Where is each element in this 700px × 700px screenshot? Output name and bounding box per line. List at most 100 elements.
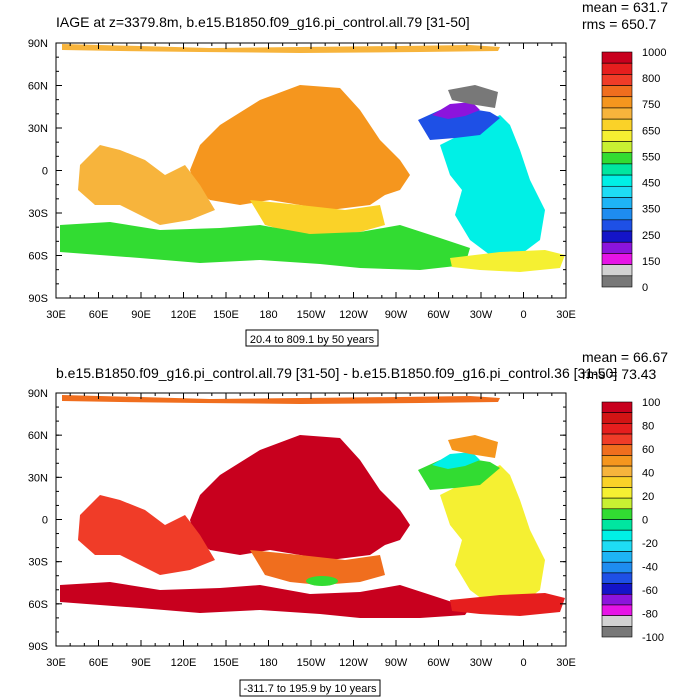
top-pacific — [190, 85, 410, 210]
colorbar-swatch — [601, 152, 633, 165]
top-map-mean: mean = 631.7 — [582, 0, 668, 15]
bottom-pacific-south — [250, 550, 385, 585]
colorbar-label: 250 — [642, 230, 660, 242]
colorbar-label: -60 — [642, 585, 658, 597]
lat-label: 60N — [28, 81, 48, 93]
bottom-map-lon-labels: 30E 60E 90E 120E 150E 180 150W 120W 90W 60W 30W 0 30… — [46, 657, 576, 669]
bottom-nordic — [432, 452, 480, 469]
colorbar-label: 80 — [642, 421, 654, 433]
lon-label: 30E — [46, 657, 66, 669]
colorbar-label: 550 — [642, 151, 660, 163]
top-nordic — [432, 102, 480, 119]
bottom-contour-info: -311.7 to 195.9 by 10 years — [243, 683, 377, 695]
lon-label: 90W — [385, 309, 408, 321]
top-southern-atl — [450, 250, 565, 272]
colorbar-swatch — [601, 561, 633, 574]
lat-label: 30S — [28, 208, 48, 220]
lat-label: 0 — [42, 166, 48, 178]
bottom-arctic-grey — [448, 435, 498, 458]
colorbar-label: -100 — [642, 632, 664, 644]
lon-label: 90E — [131, 309, 151, 321]
bottom-map-rms: rms = 73.43 — [582, 366, 657, 382]
lon-label: 150E — [213, 309, 239, 321]
top-southern — [60, 222, 470, 270]
bottom-southern — [60, 582, 470, 618]
lon-label: 0 — [520, 309, 526, 321]
lon-label: 90E — [131, 657, 151, 669]
bottom-indian — [78, 495, 215, 575]
colorbar-swatch — [601, 230, 633, 243]
colorbar-swatch — [601, 74, 633, 86]
colorbar-swatch — [601, 455, 633, 467]
top-indian — [78, 145, 215, 225]
top-map-ticks — [55, 42, 567, 299]
lon-label: 0 — [520, 657, 526, 669]
lon-label: 30W — [470, 657, 493, 669]
colorbar-label: 800 — [642, 73, 660, 85]
colorbar-swatch — [601, 174, 633, 187]
top-map-panel: IAGE at z=3379.8m, b.e15.B1850.f09_g16.p… — [28, 0, 668, 347]
bottom-map-panel: b.e15.B1850.f09_g16.pi_control.all.79 [3… — [28, 349, 668, 697]
colorbar-swatch — [601, 529, 633, 542]
colorbar-label: 40 — [642, 468, 654, 480]
colorbar-swatch — [601, 264, 633, 277]
top-map-rms: rms = 650.7 — [582, 16, 657, 32]
colorbar-label: 100 — [642, 397, 660, 409]
colorbar-swatch — [601, 476, 633, 488]
bottom-map-mean: mean = 66.67 — [582, 349, 668, 365]
colorbar-swatch — [601, 583, 633, 595]
bottom-green-patch — [306, 576, 338, 586]
lat-label: 90S — [28, 641, 48, 653]
colorbar-swatch — [601, 497, 633, 510]
colorbar-swatch — [601, 551, 633, 563]
colorbar-swatch — [601, 241, 633, 254]
colorbar-label: 150 — [642, 256, 660, 268]
bottom-map-title: b.e15.B1850.f09_g16.pi_control.all.79 [3… — [56, 365, 617, 381]
bottom-arctic-strip — [62, 395, 500, 404]
lon-label: 30E — [556, 309, 576, 321]
colorbar-swatch — [601, 62, 633, 75]
colorbar-swatch — [601, 615, 633, 627]
colorbar-swatch — [601, 118, 633, 131]
lat-label: 90N — [28, 38, 48, 50]
lon-label: 150W — [297, 309, 326, 321]
bottom-map-ticks — [55, 392, 567, 647]
top-pacific-south — [250, 200, 385, 235]
colorbar-label: 60 — [642, 444, 654, 456]
bottom-contour-info-box — [239, 679, 381, 697]
colorbar-swatch — [601, 197, 633, 209]
colorbar-swatch — [601, 163, 633, 176]
colorbar-label: -20 — [642, 538, 658, 550]
bottom-map-lat-labels: 90N 60N 30N 0 30S 60S 90S — [28, 388, 48, 653]
colorbar-swatch — [601, 208, 633, 221]
colorbar-swatch — [601, 572, 633, 584]
bottom-southern-atl — [450, 593, 565, 616]
colorbar-swatch — [601, 593, 633, 606]
colorbar-swatch — [601, 51, 633, 64]
colorbar-swatch — [601, 444, 633, 456]
colorbar-swatch — [601, 141, 633, 154]
top-arctic-strip — [62, 44, 500, 53]
colorbar-swatch — [601, 130, 633, 142]
lon-label: 120E — [171, 309, 197, 321]
lon-label: 180 — [259, 657, 277, 669]
colorbar-swatch — [601, 412, 633, 424]
colorbar-swatch — [601, 401, 633, 413]
top-map-lon-labels: 30E 60E 90E 120E 150E 180 150W 120W 90W 60W 30W 0 30… — [46, 309, 576, 321]
lon-label: 60E — [89, 309, 109, 321]
bottom-atlantic — [440, 465, 545, 605]
lat-label: 60S — [28, 599, 48, 611]
colorbar-label: 0 — [642, 282, 648, 294]
lon-label: 120W — [339, 657, 368, 669]
lon-label: 30E — [556, 657, 576, 669]
lon-label: 120E — [171, 657, 197, 669]
colorbar-swatch — [601, 219, 633, 232]
colorbar-label: 20 — [642, 491, 654, 503]
colorbar-swatch — [601, 626, 633, 638]
colorbar-swatch — [601, 487, 633, 499]
colorbar-swatch — [601, 540, 633, 552]
top-map-lat-labels: 90N 60N 30N 0 30S 60S 90S — [28, 38, 48, 305]
lat-label: 90S — [28, 293, 48, 305]
top-map-title: IAGE at z=3379.8m, b.e15.B1850.f09_g16.p… — [56, 14, 470, 30]
